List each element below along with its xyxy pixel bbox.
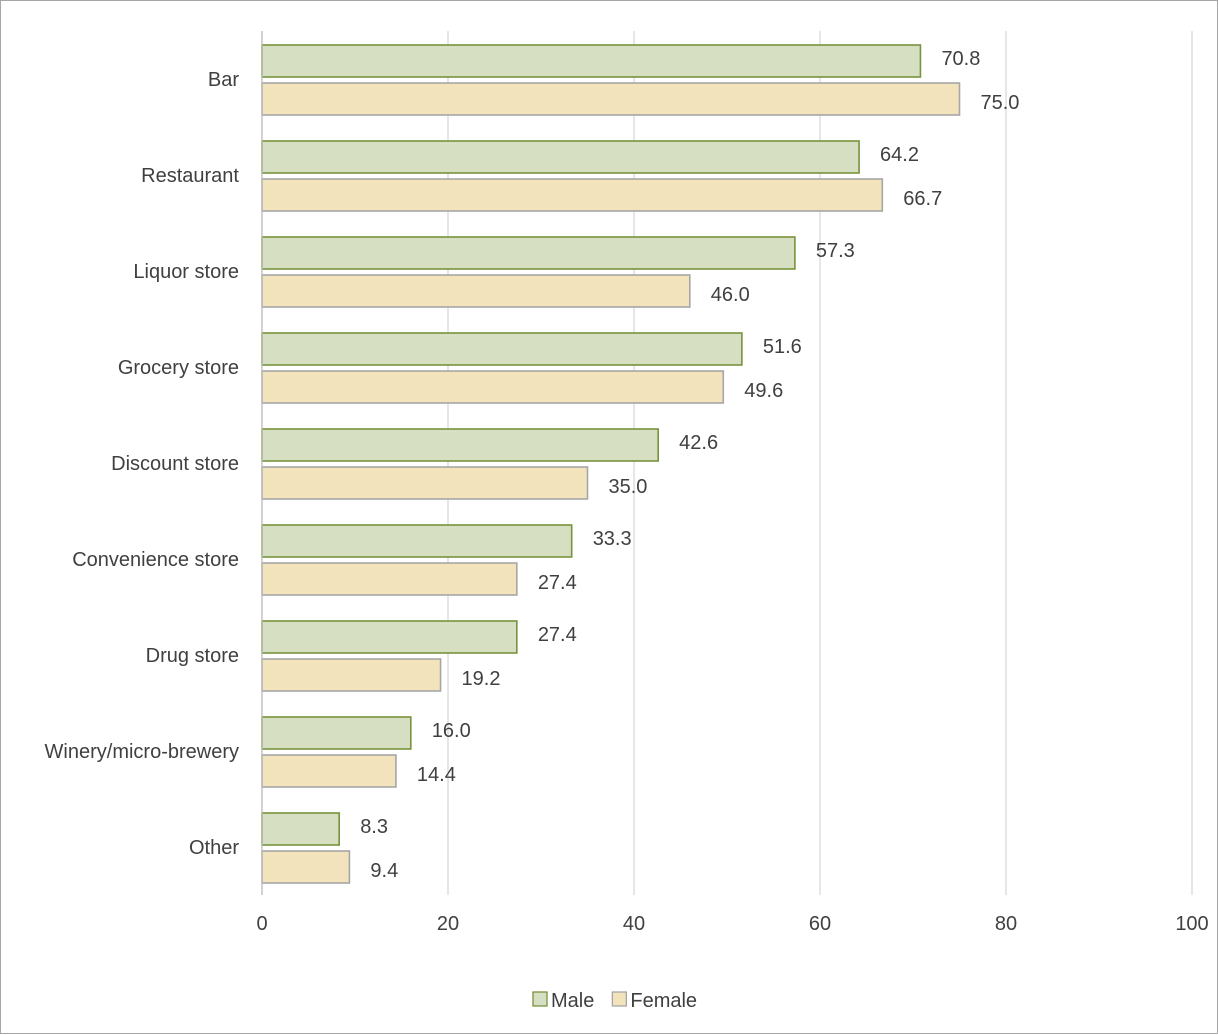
category-axis: Bar Restaurant Liquor store Grocery store Di…	[45, 31, 262, 895]
x-tick-label: 100	[1175, 913, 1208, 935]
female-legend-label: Female	[630, 990, 697, 1012]
male-legend-swatch	[533, 992, 547, 1006]
male-data-label: 70.8	[941, 48, 980, 70]
male-data-label: 51.6	[763, 336, 802, 358]
category-label: Grocery store	[118, 357, 239, 379]
bars	[262, 45, 960, 883]
female-bar	[262, 467, 588, 499]
female-data-label: 9.4	[370, 860, 398, 882]
female-data-label: 49.6	[744, 380, 783, 402]
female-data-label: 27.4	[538, 572, 577, 594]
category-label: Other	[189, 837, 239, 859]
category-label: Drug store	[146, 645, 239, 667]
male-data-label: 57.3	[816, 240, 855, 262]
male-bar	[262, 237, 795, 269]
female-data-label: 46.0	[711, 284, 750, 306]
male-legend-label: Male	[551, 990, 594, 1012]
category-label: Winery/micro-brewery	[45, 741, 239, 763]
category-label: Bar	[208, 69, 239, 91]
female-bar	[262, 83, 960, 115]
female-bar	[262, 755, 396, 787]
male-data-label: 64.2	[880, 144, 919, 166]
x-tick-label: 80	[995, 913, 1017, 935]
male-bar	[262, 429, 658, 461]
male-data-label: 33.3	[593, 528, 632, 550]
female-bar	[262, 371, 723, 403]
male-bar	[262, 621, 517, 653]
value-axis: 0 20 40 60 80 100	[256, 913, 1208, 935]
category-label: Restaurant	[141, 165, 239, 187]
male-data-label: 42.6	[679, 432, 718, 454]
female-bar	[262, 563, 517, 595]
male-data-label: 16.0	[432, 720, 471, 742]
category-label: Convenience store	[72, 549, 239, 571]
male-bar	[262, 45, 920, 77]
male-data-label: 8.3	[360, 816, 388, 838]
x-tick-label: 20	[437, 913, 459, 935]
female-bar	[262, 179, 882, 211]
female-bar	[262, 851, 349, 883]
male-data-label: 27.4	[538, 624, 577, 646]
legend: Male Female	[533, 990, 697, 1012]
female-bar	[262, 659, 441, 691]
male-bar	[262, 813, 339, 845]
male-bar	[262, 141, 859, 173]
female-data-label: 19.2	[462, 668, 501, 690]
male-bar	[262, 333, 742, 365]
female-data-label: 75.0	[981, 92, 1020, 114]
male-bar	[262, 525, 572, 557]
female-data-label: 35.0	[609, 476, 648, 498]
female-data-label: 66.7	[903, 188, 942, 210]
male-bar	[262, 717, 411, 749]
category-label: Liquor store	[133, 261, 239, 283]
x-tick-label: 60	[809, 913, 831, 935]
x-tick-label: 0	[256, 913, 267, 935]
female-bar	[262, 275, 690, 307]
female-legend-swatch	[612, 992, 626, 1006]
category-label: Discount store	[111, 453, 239, 475]
x-tick-label: 40	[623, 913, 645, 935]
female-data-label: 14.4	[417, 764, 456, 786]
